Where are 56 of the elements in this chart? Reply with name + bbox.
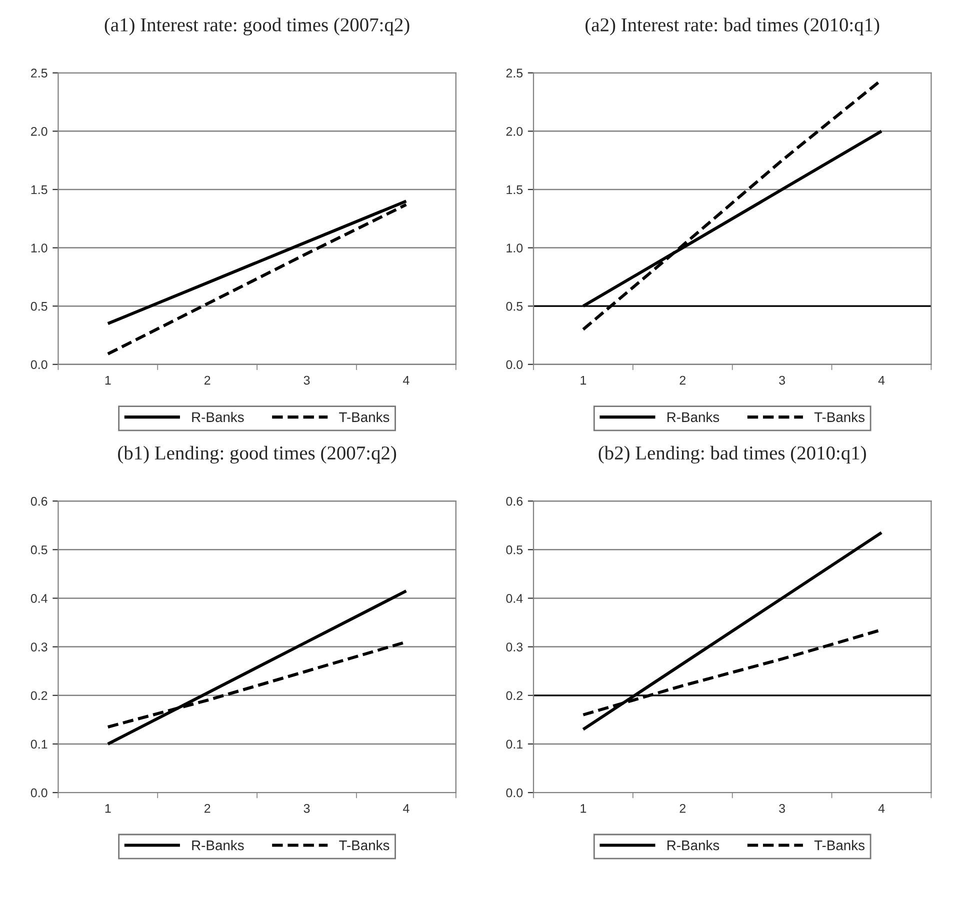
chart-title: (a2) Interest rate: bad times (2010:q1) <box>586 18 880 36</box>
y-tick-label: 0.0 <box>506 788 523 798</box>
x-tick-label: 1 <box>580 376 586 385</box>
legend-label: T-Banks <box>814 840 865 850</box>
x-tick-label: 3 <box>304 804 310 813</box>
x-tick-label: 2 <box>204 804 210 813</box>
x-tick-label: 3 <box>304 376 310 385</box>
x-tick-label: 1 <box>105 376 111 385</box>
x-tick-label: 2 <box>680 376 686 385</box>
y-tick-label: 0.5 <box>506 545 523 554</box>
legend-label: T-Banks <box>814 412 865 422</box>
x-tick-label: 1 <box>580 804 586 813</box>
x-tick-label: 2 <box>680 804 686 813</box>
x-tick-label: 3 <box>779 376 785 385</box>
y-tick-label: 0.2 <box>30 691 48 700</box>
legend-label: T-Banks <box>339 412 390 422</box>
line-series <box>106 203 408 356</box>
y-tick-label: 1.0 <box>31 244 48 252</box>
y-tick-label: 0.3 <box>506 642 523 652</box>
x-tick-label: 4 <box>403 376 410 385</box>
chart-title: (b2) Lending: bad times (2010:q1) <box>598 446 866 464</box>
y-tick-label: 0.2 <box>506 691 522 700</box>
x-tick-label: 2 <box>204 376 210 385</box>
line-series <box>106 589 408 746</box>
y-tick-label: 0.6 <box>506 496 523 506</box>
y-tick-label: 0.5 <box>30 302 48 311</box>
y-tick-label: 2.5 <box>31 68 48 78</box>
y-tick-label: 0.0 <box>30 360 48 370</box>
legend-label: R-Banks <box>668 840 720 850</box>
x-tick-label: 4 <box>403 804 410 813</box>
x-tick-label: 1 <box>105 804 111 813</box>
y-tick-label: 2.0 <box>506 126 523 136</box>
y-tick-label: 0.0 <box>506 360 523 370</box>
x-tick-label: 3 <box>779 804 785 813</box>
x-tick-label: 4 <box>878 804 885 813</box>
legend-label: T-Banks <box>339 840 390 850</box>
legend-label: R-Banks <box>192 412 244 422</box>
y-tick-label: 0.3 <box>30 642 48 652</box>
y-tick-label: 0.1 <box>30 740 48 749</box>
y-tick-label: 0.0 <box>30 788 48 798</box>
y-tick-label: 0.5 <box>30 545 48 554</box>
x-tick-label: 4 <box>878 376 885 385</box>
y-tick-label: 0.6 <box>30 496 48 506</box>
legend-label: R-Banks <box>668 412 720 422</box>
y-tick-label: 0.4 <box>30 594 48 603</box>
y-tick-label: 1.5 <box>31 185 48 194</box>
y-tick-label: 0.1 <box>506 740 522 749</box>
chart-title: (a1) Interest rate: good times (2007:q2) <box>104 18 410 36</box>
y-tick-label: 2.0 <box>31 126 48 136</box>
chart-title: (b1) Lending: good times (2007:q2) <box>118 446 396 464</box>
legend-label: R-Banks <box>192 840 244 850</box>
y-tick-label: 0.4 <box>506 594 523 603</box>
y-tick-label: 0.5 <box>506 302 523 311</box>
y-tick-label: 1.5 <box>506 185 523 194</box>
y-tick-label: 1.0 <box>506 244 523 252</box>
y-tick-label: 2.5 <box>506 68 523 78</box>
